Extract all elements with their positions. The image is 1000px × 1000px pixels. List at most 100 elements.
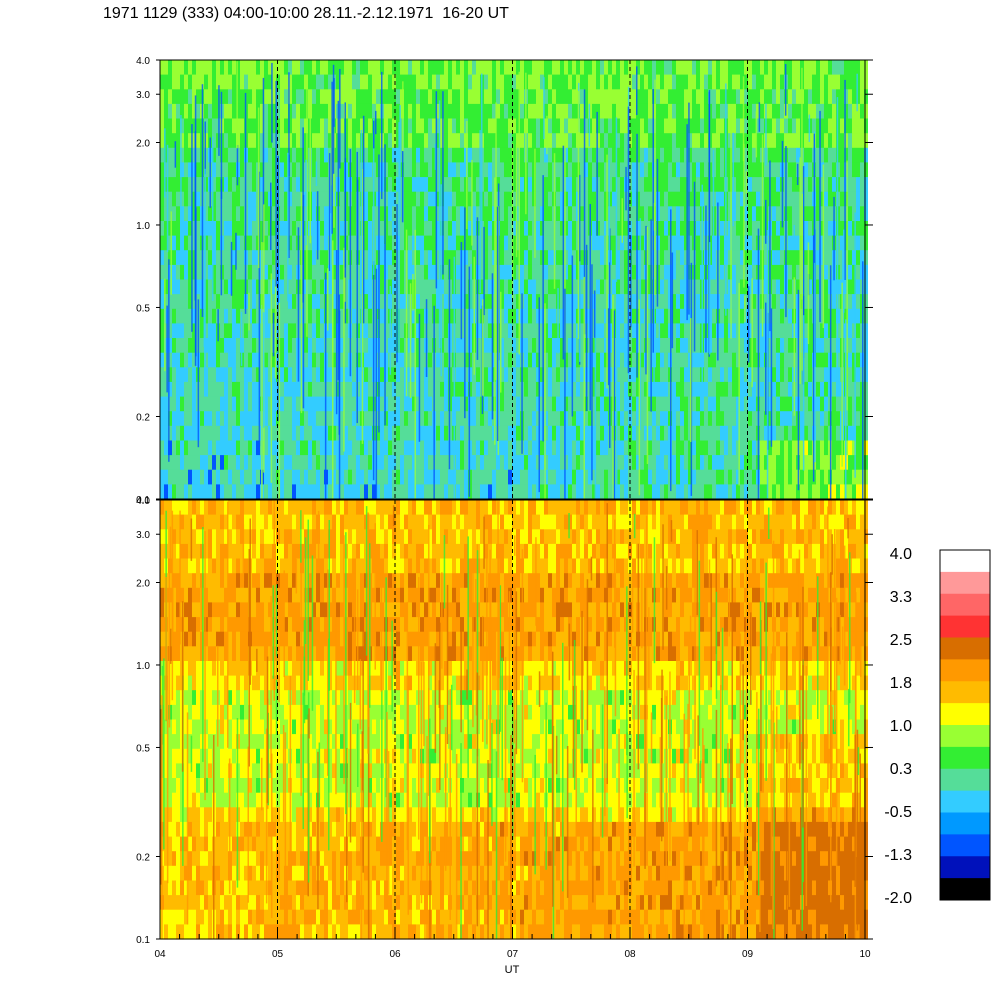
heatmap-cell (728, 352, 732, 368)
heatmap-cell (416, 440, 420, 456)
heatmap-cell (340, 279, 344, 295)
heatmap-cell (688, 308, 692, 324)
heatmap-cell (464, 118, 468, 134)
heatmap-cell (188, 338, 192, 354)
heatmap-cell (548, 133, 552, 149)
heatmap-cell (580, 264, 584, 281)
heatmap-cell (476, 162, 480, 178)
heatmap-cell (180, 74, 184, 90)
heatmap-cell (188, 147, 192, 163)
heatmap-cell (464, 279, 468, 295)
heatmap-cell (328, 294, 332, 310)
heatmap-cell (616, 191, 620, 207)
heatmap-cell (344, 440, 348, 456)
heatmap-cell (492, 191, 496, 207)
heatmap-cell (648, 294, 652, 310)
heatmap-cell (532, 133, 536, 149)
heatmap-cell (320, 308, 324, 324)
heatmap-cell (352, 235, 356, 251)
heatmap-cell (488, 221, 492, 237)
heatmap-cell (572, 338, 576, 354)
heatmap-cell (560, 352, 564, 368)
heatmap-cell (752, 177, 756, 193)
heatmap-cell (288, 455, 292, 471)
heatmap-cell (784, 367, 788, 383)
heatmap-cell (768, 484, 772, 500)
heatmap-cell (460, 455, 464, 471)
heatmap-cell (492, 352, 496, 368)
heatmap-cell (340, 60, 344, 76)
heatmap-cell (464, 133, 468, 149)
heatmap-cell (776, 294, 780, 310)
heatmap-cell (420, 279, 424, 295)
heatmap-cell (636, 206, 640, 222)
heatmap-cell (212, 381, 216, 398)
heatmap-cell (444, 250, 448, 266)
heatmap-cell (216, 103, 220, 120)
heatmap-cell (604, 308, 608, 324)
heatmap-cell (668, 74, 672, 90)
heatmap-cell (556, 250, 560, 266)
heatmap-cell (720, 191, 724, 207)
heatmap-cell (248, 133, 252, 149)
heatmap-cell (444, 294, 448, 310)
heatmap-cell (404, 221, 408, 237)
heatmap-cell (560, 264, 564, 281)
heatmap-cell (740, 162, 744, 178)
heatmap-cell (660, 455, 664, 471)
heatmap-cell (224, 250, 228, 266)
heatmap-cell (396, 469, 400, 485)
heatmap-cell (612, 250, 616, 266)
heatmap-cell (340, 118, 344, 134)
heatmap-cell (768, 60, 772, 76)
heatmap-cell (624, 381, 628, 398)
heatmap-cell (780, 381, 784, 398)
heatmap-cell (400, 367, 404, 383)
heatmap-cell (724, 381, 728, 398)
heatmap-cell (436, 484, 440, 500)
heatmap-cell (412, 235, 416, 251)
heatmap-cell (420, 133, 424, 149)
heatmap-cell (488, 367, 492, 383)
heatmap-cell (504, 279, 508, 295)
heatmap-cell (524, 469, 528, 485)
heatmap-cell (192, 89, 196, 105)
heatmap-cell (284, 469, 288, 485)
heatmap-cell (340, 338, 344, 354)
heatmap-cell (820, 191, 824, 207)
heatmap-cell (320, 425, 324, 441)
heatmap-cell (748, 118, 752, 134)
heatmap-cell (168, 162, 172, 178)
heatmap-cell (280, 60, 284, 76)
heatmap-cell (228, 162, 232, 178)
heatmap-cell (672, 381, 676, 398)
heatmap-cell (244, 308, 248, 324)
heatmap-cell (564, 323, 568, 339)
heatmap-cell (584, 221, 588, 237)
heatmap-cell (556, 133, 560, 149)
heatmap-cell (444, 133, 448, 149)
heatmap-cell (208, 118, 212, 134)
heatmap-cell (292, 455, 296, 471)
heatmap-cell (760, 118, 764, 134)
heatmap-cell (196, 162, 200, 178)
heatmap-cell (784, 440, 788, 456)
heatmap-cell (204, 308, 208, 324)
heatmap-cell (204, 396, 208, 412)
heatmap-cell (680, 367, 684, 383)
heatmap-cell (804, 206, 808, 222)
heatmap-cell (328, 60, 332, 76)
heatmap-cell (192, 147, 196, 163)
heatmap-cell (208, 250, 212, 266)
heatmap-cell (580, 367, 584, 383)
heatmap-cell (528, 323, 532, 339)
heatmap-cell (664, 235, 668, 251)
heatmap-cell (272, 60, 276, 76)
heatmap-cell (340, 89, 344, 105)
heatmap-cell (408, 469, 412, 485)
heatmap-cell (236, 381, 240, 398)
heatmap-cell (736, 396, 740, 412)
heatmap-cell (692, 352, 696, 368)
heatmap-cell (800, 381, 804, 398)
heatmap-cell (788, 308, 792, 324)
